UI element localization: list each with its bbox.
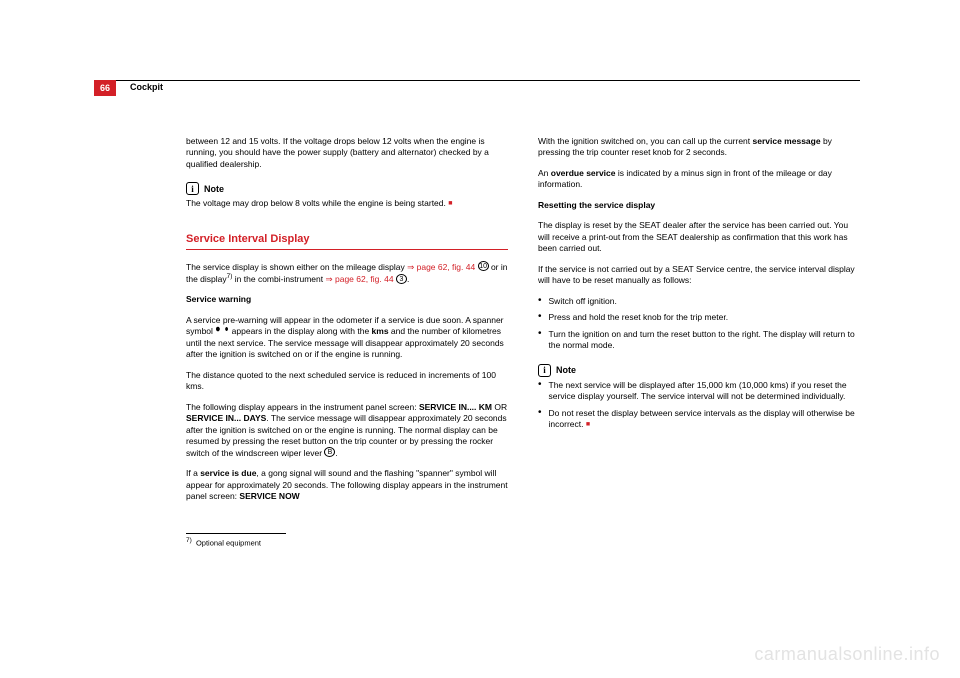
page-reference-link[interactable]: ⇒ page 62, fig. 44 bbox=[407, 262, 475, 272]
note-bullet-item: • The next service will be displayed aft… bbox=[538, 380, 860, 403]
right-column: With the ignition switched on, you can c… bbox=[538, 136, 860, 549]
left-column: between 12 and 15 volts. If the voltage … bbox=[186, 136, 508, 549]
bullet-icon: • bbox=[538, 296, 542, 307]
note-text: The voltage may drop below 8 volts while… bbox=[186, 198, 508, 209]
bullet-icon: • bbox=[538, 380, 542, 403]
footnote-rule bbox=[186, 533, 286, 534]
body-text: The display is reset by the SEAT dealer … bbox=[538, 220, 860, 254]
callout-number: B bbox=[324, 447, 335, 457]
heading-rule bbox=[186, 249, 508, 250]
body-text: An overdue service is indicated by a min… bbox=[538, 168, 860, 191]
text-fragment: The service display is shown either on t… bbox=[186, 262, 407, 272]
page-reference-link[interactable]: ⇒ page 62, fig. 44 bbox=[326, 274, 394, 284]
bold-term: SERVICE IN... DAYS bbox=[186, 413, 266, 423]
text-fragment: OR bbox=[492, 402, 507, 412]
body-text: If a service is due, a gong signal will … bbox=[186, 468, 508, 502]
text-fragment: Do not reset the display between service… bbox=[549, 408, 855, 429]
info-icon: i bbox=[538, 364, 551, 377]
content-columns: between 12 and 15 volts. If the voltage … bbox=[186, 136, 860, 549]
bullet-icon: • bbox=[538, 408, 542, 431]
bullet-item: • Switch off ignition. bbox=[538, 296, 860, 307]
watermark: carmanualsonline.info bbox=[754, 642, 940, 666]
text-fragment: . bbox=[407, 274, 409, 284]
bold-term: service is due bbox=[200, 468, 256, 478]
body-text: If the service is not carried out by a S… bbox=[538, 264, 860, 287]
bold-term: SERVICE IN.... KM bbox=[419, 402, 492, 412]
body-text: The following display appears in the ins… bbox=[186, 402, 508, 459]
spanner-icon bbox=[215, 325, 229, 336]
callout-number: 3 bbox=[396, 274, 407, 284]
body-text: A service pre-warning will appear in the… bbox=[186, 315, 508, 361]
bullet-text: Turn the ignition on and turn the reset … bbox=[549, 329, 860, 352]
info-icon: i bbox=[186, 182, 199, 195]
text-fragment: appears in the display along with the bbox=[229, 326, 371, 336]
subheading: Service warning bbox=[186, 294, 508, 305]
note-header: i Note bbox=[186, 182, 508, 195]
footnote-text: Optional equipment bbox=[196, 539, 261, 548]
section-heading: Service Interval Display bbox=[186, 232, 508, 247]
text-fragment: . bbox=[335, 448, 337, 458]
text-fragment: With the ignition switched on, you can c… bbox=[538, 136, 753, 146]
bold-term: kms bbox=[372, 326, 389, 336]
bold-term: service message bbox=[753, 136, 821, 146]
text-fragment: in the combi-instrument bbox=[232, 274, 325, 284]
note-label: Note bbox=[556, 364, 576, 376]
note-header: i Note bbox=[538, 364, 860, 377]
bullet-item: • Turn the ignition on and turn the rese… bbox=[538, 329, 860, 352]
body-text: The distance quoted to the next schedule… bbox=[186, 370, 508, 393]
text-fragment: The following display appears in the ins… bbox=[186, 402, 419, 412]
bold-term: overdue service bbox=[551, 168, 616, 178]
end-marker-icon: ■ bbox=[586, 421, 590, 428]
callout-number: 10 bbox=[478, 261, 489, 271]
bullet-icon: • bbox=[538, 329, 542, 352]
bullet-icon: • bbox=[538, 312, 542, 323]
note-bullet-item: • Do not reset the display between servi… bbox=[538, 408, 860, 431]
end-marker-icon: ■ bbox=[448, 200, 452, 207]
note-label: Note bbox=[204, 183, 224, 195]
header-rule bbox=[94, 80, 860, 81]
subheading: Resetting the service display bbox=[538, 200, 860, 211]
page-number-badge: 66 bbox=[94, 80, 116, 96]
bold-term: SERVICE NOW bbox=[239, 491, 299, 501]
bullet-item: • Press and hold the reset knob for the … bbox=[538, 312, 860, 323]
bullet-text: Press and hold the reset knob for the tr… bbox=[549, 312, 729, 323]
text-fragment: An bbox=[538, 168, 551, 178]
section-title: Cockpit bbox=[130, 81, 163, 93]
footnote-number: 7) bbox=[186, 537, 192, 544]
bullet-text: Do not reset the display between service… bbox=[549, 408, 860, 431]
note-body: The voltage may drop below 8 volts while… bbox=[186, 198, 446, 208]
body-text: between 12 and 15 volts. If the voltage … bbox=[186, 136, 508, 170]
body-text: The service display is shown either on t… bbox=[186, 262, 508, 286]
bullet-text: The next service will be displayed after… bbox=[549, 380, 860, 403]
footnote: 7) Optional equipment bbox=[186, 537, 508, 549]
body-text: With the ignition switched on, you can c… bbox=[538, 136, 860, 159]
text-fragment: If a bbox=[186, 468, 200, 478]
bullet-text: Switch off ignition. bbox=[549, 296, 617, 307]
